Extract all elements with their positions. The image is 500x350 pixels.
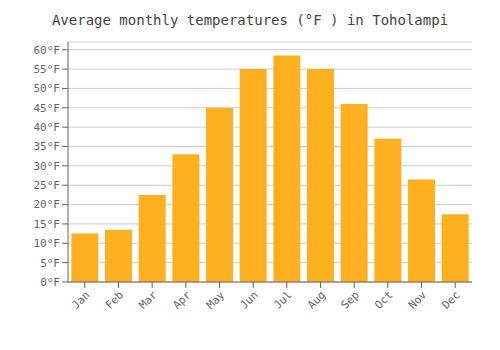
svg-text:50°F: 50°F — [34, 82, 61, 95]
svg-text:Jun: Jun — [238, 288, 261, 311]
svg-text:30°F: 30°F — [34, 160, 61, 173]
svg-text:Oct: Oct — [372, 288, 395, 311]
svg-text:Jan: Jan — [69, 288, 92, 311]
svg-text:35°F: 35°F — [34, 140, 61, 153]
svg-text:25°F: 25°F — [34, 179, 61, 192]
svg-text:15°F: 15°F — [34, 218, 61, 231]
svg-text:May: May — [204, 288, 228, 312]
svg-text:Dec: Dec — [440, 288, 463, 311]
svg-text:0°F: 0°F — [40, 276, 60, 289]
svg-text:Aug: Aug — [305, 288, 328, 311]
svg-text:Apr: Apr — [170, 288, 194, 312]
svg-text:Sep: Sep — [339, 288, 362, 311]
svg-text:5°F: 5°F — [40, 257, 60, 270]
svg-text:60°F: 60°F — [34, 44, 61, 57]
svg-text:55°F: 55°F — [34, 63, 61, 76]
svg-text:Feb: Feb — [103, 288, 126, 311]
svg-text:Mar: Mar — [137, 288, 161, 312]
svg-text:Nov: Nov — [406, 288, 430, 312]
svg-text:40°F: 40°F — [34, 121, 61, 134]
html-text:Average monthly temperatures (: Average monthly temperatures (°F ) in To… — [51, 12, 449, 28]
svg-text:Jul: Jul — [271, 288, 294, 311]
svg-text:45°F: 45°F — [34, 102, 61, 115]
svg-text:20°F: 20°F — [34, 198, 61, 211]
svg-text:10°F: 10°F — [34, 237, 61, 250]
